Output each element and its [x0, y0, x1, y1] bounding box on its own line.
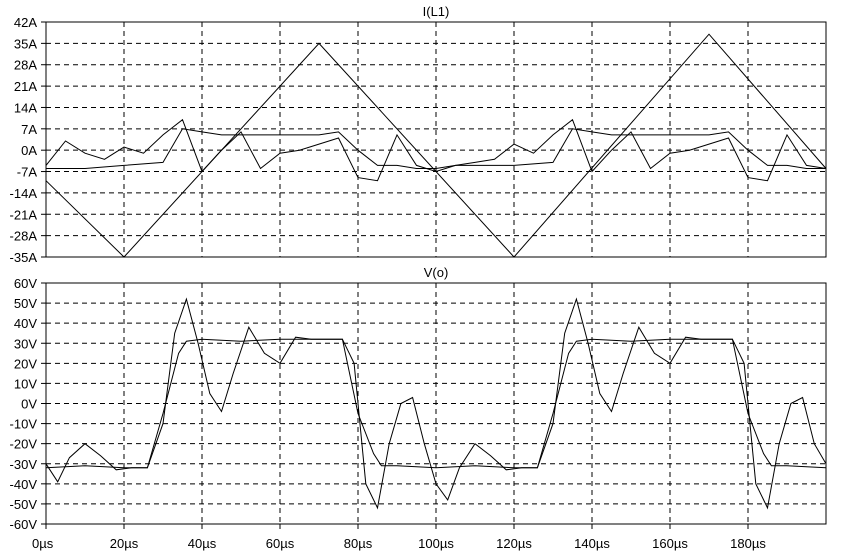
- x-tick-label: 20µs: [110, 536, 139, 551]
- y-tick-label: -7A: [17, 165, 38, 180]
- y-tick-label: 14A: [14, 100, 37, 115]
- y-tick-label: -30V: [10, 457, 38, 472]
- x-tick-label: 140µs: [574, 536, 610, 551]
- y-tick-label: 21A: [14, 79, 37, 94]
- series-line-1: [45, 33, 827, 258]
- y-tick-label: 28A: [14, 58, 37, 73]
- y-tick-label: -10V: [10, 417, 38, 432]
- y-tick-label: 0A: [21, 143, 37, 158]
- x-tick-label: 100µs: [418, 536, 454, 551]
- y-tick-label: 35A: [14, 36, 37, 51]
- y-tick-label: -35A: [10, 250, 38, 265]
- series-line-2: [45, 118, 827, 182]
- chart-title: I(L1): [423, 4, 450, 19]
- y-tick-label: 10V: [14, 376, 37, 391]
- x-tick-label: 0µs: [32, 536, 54, 551]
- x-tick-label: 180µs: [730, 536, 766, 551]
- chart-title: V(o): [424, 265, 449, 280]
- series-line-3: [46, 128, 826, 169]
- y-tick-label: -20V: [10, 437, 38, 452]
- x-tick-label: 120µs: [496, 536, 532, 551]
- x-tick-label: 80µs: [344, 536, 373, 551]
- x-tick-label: 40µs: [188, 536, 217, 551]
- plot-frame: [45, 21, 827, 258]
- y-tick-label: 50V: [14, 296, 37, 311]
- y-tick-label: 42A: [14, 15, 37, 30]
- y-tick-label: -50V: [10, 497, 38, 512]
- y-tick-label: 60V: [14, 276, 37, 291]
- x-tick-label: 160µs: [652, 536, 688, 551]
- y-tick-label: 20V: [14, 356, 37, 371]
- y-tick-label: 30V: [14, 336, 37, 351]
- y-tick-label: 7A: [21, 122, 37, 137]
- x-tick-label: 60µs: [266, 536, 295, 551]
- y-tick-label: -28A: [10, 229, 38, 244]
- y-tick-label: -21A: [10, 207, 38, 222]
- y-tick-label: -60V: [10, 517, 38, 532]
- y-tick-label: 40V: [14, 316, 37, 331]
- series-line-2: [45, 338, 827, 469]
- y-tick-label: 0V: [21, 397, 37, 412]
- y-tick-label: -14A: [10, 186, 38, 201]
- y-tick-label: -40V: [10, 477, 38, 492]
